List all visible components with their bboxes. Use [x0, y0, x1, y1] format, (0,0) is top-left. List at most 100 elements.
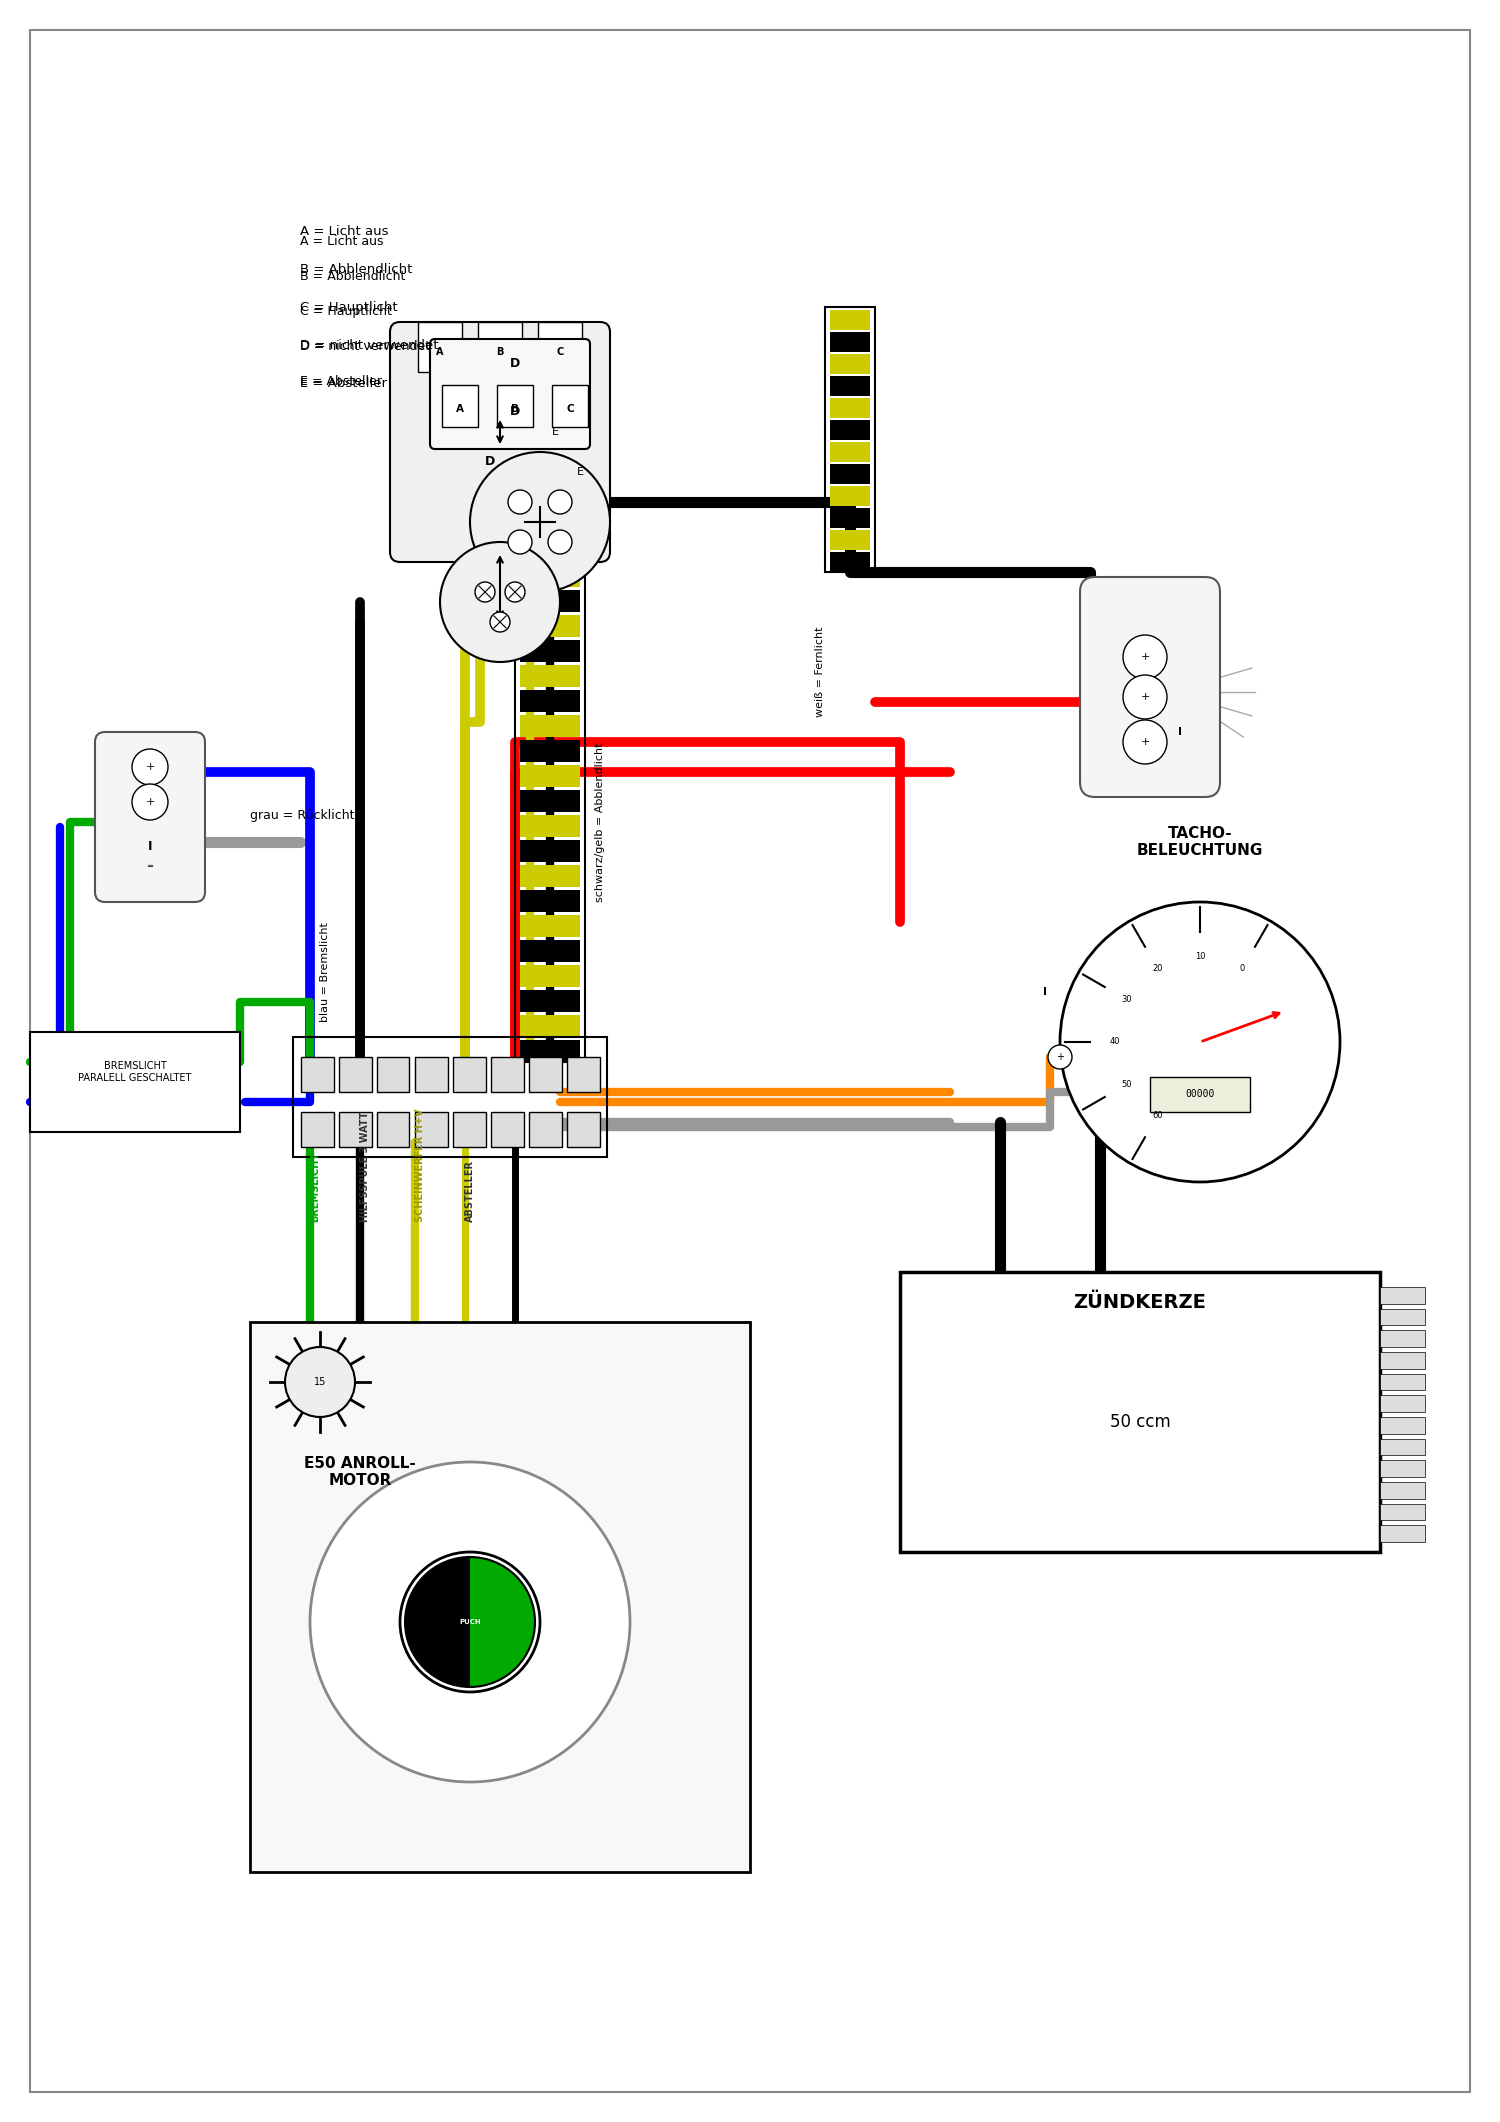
Text: C = Hauptlicht: C = Hauptlicht	[300, 301, 398, 314]
Bar	[339, 1057, 372, 1093]
Text: A = Licht aus: A = Licht aus	[300, 225, 388, 238]
Bar	[376, 1057, 410, 1093]
Circle shape	[1048, 1044, 1072, 1069]
Bar	[520, 915, 580, 938]
Text: E = Absteller: E = Absteller	[300, 376, 382, 388]
Circle shape	[548, 490, 572, 514]
Bar	[830, 354, 870, 373]
Bar	[520, 590, 580, 611]
Bar	[520, 1040, 580, 1061]
Bar	[1380, 1526, 1425, 1543]
Text: BREMSLICHT
PARALELL GESCHALTET: BREMSLICHT PARALELL GESCHALTET	[78, 1061, 192, 1082]
Circle shape	[548, 530, 572, 554]
Text: ABSTELLER: ABSTELLER	[465, 1161, 476, 1222]
FancyBboxPatch shape	[94, 732, 206, 902]
Bar	[528, 1112, 561, 1148]
Text: 20: 20	[1152, 963, 1162, 972]
Text: A: A	[436, 348, 444, 356]
Bar	[490, 1112, 524, 1148]
Circle shape	[506, 581, 525, 603]
Bar	[1380, 1460, 1425, 1477]
Bar	[830, 507, 870, 528]
Bar	[830, 420, 870, 439]
Text: E = Absteller: E = Absteller	[300, 378, 387, 390]
Bar	[300, 1112, 333, 1148]
Bar	[514, 562, 585, 1061]
Bar	[1380, 1396, 1425, 1411]
Bar	[830, 465, 870, 484]
Text: blau = Bremslicht: blau = Bremslicht	[320, 923, 330, 1023]
Bar	[414, 1112, 447, 1148]
Wedge shape	[405, 1558, 470, 1687]
Text: D: D	[510, 356, 520, 371]
Text: I: I	[1178, 728, 1182, 736]
Bar	[552, 384, 588, 427]
Text: ═: ═	[147, 862, 153, 872]
Text: 40: 40	[1110, 1038, 1120, 1046]
Bar	[528, 1057, 561, 1093]
Bar	[419, 323, 462, 371]
Bar	[1380, 1481, 1425, 1498]
Bar	[567, 1057, 600, 1093]
Text: 50: 50	[1120, 1080, 1131, 1089]
Text: B: B	[496, 348, 504, 356]
Bar	[520, 966, 580, 987]
Circle shape	[132, 749, 168, 785]
Bar	[900, 1271, 1380, 1551]
Bar	[478, 323, 522, 371]
Bar	[442, 384, 478, 427]
Bar	[520, 615, 580, 637]
Bar	[520, 641, 580, 662]
Bar	[830, 486, 870, 505]
Wedge shape	[470, 1558, 536, 1687]
Bar	[292, 1038, 608, 1156]
Bar	[830, 399, 870, 418]
Circle shape	[132, 783, 168, 819]
Bar	[520, 715, 580, 736]
Bar	[825, 308, 874, 573]
Bar	[520, 766, 580, 787]
Bar	[567, 1112, 600, 1148]
Bar	[496, 384, 532, 427]
Circle shape	[285, 1347, 356, 1417]
Text: A: A	[456, 403, 464, 414]
Text: E: E	[576, 467, 584, 477]
Bar	[520, 690, 580, 713]
Bar	[520, 815, 580, 836]
Text: BREMSLICHT: BREMSLICHT	[310, 1152, 320, 1222]
Text: 0: 0	[1240, 963, 1245, 972]
Text: 10: 10	[1194, 953, 1206, 961]
Text: 60: 60	[1152, 1112, 1162, 1120]
Bar	[520, 991, 580, 1012]
Bar	[830, 441, 870, 463]
Bar	[30, 1031, 240, 1131]
Bar	[339, 1112, 372, 1148]
Bar	[1150, 1078, 1250, 1112]
Text: I: I	[147, 840, 153, 853]
Text: 00000: 00000	[1185, 1089, 1215, 1099]
Bar	[520, 840, 580, 862]
Text: B = Abblendlicht: B = Abblendlicht	[300, 269, 405, 284]
Bar	[453, 1057, 486, 1093]
Bar	[1380, 1504, 1425, 1519]
Circle shape	[476, 581, 495, 603]
Text: E50 ANROLL-
MOTOR: E50 ANROLL- MOTOR	[304, 1456, 416, 1488]
Text: D = nicht verwendet: D = nicht verwendet	[300, 340, 430, 354]
Circle shape	[1124, 634, 1167, 679]
Circle shape	[490, 611, 510, 632]
Text: 30: 30	[1120, 995, 1131, 1004]
Text: B: B	[512, 403, 519, 414]
Text: ZÜNDKERZE: ZÜNDKERZE	[1074, 1292, 1206, 1311]
Bar	[520, 940, 580, 961]
FancyBboxPatch shape	[1080, 577, 1220, 798]
Circle shape	[509, 490, 532, 514]
Circle shape	[509, 530, 532, 554]
Bar	[520, 866, 580, 887]
Bar	[830, 530, 870, 550]
Circle shape	[440, 541, 560, 662]
Text: D = nicht verwendet: D = nicht verwendet	[300, 340, 438, 352]
Bar	[520, 664, 580, 688]
Circle shape	[470, 452, 610, 592]
Text: +: +	[1056, 1053, 1064, 1061]
Bar	[414, 1057, 447, 1093]
